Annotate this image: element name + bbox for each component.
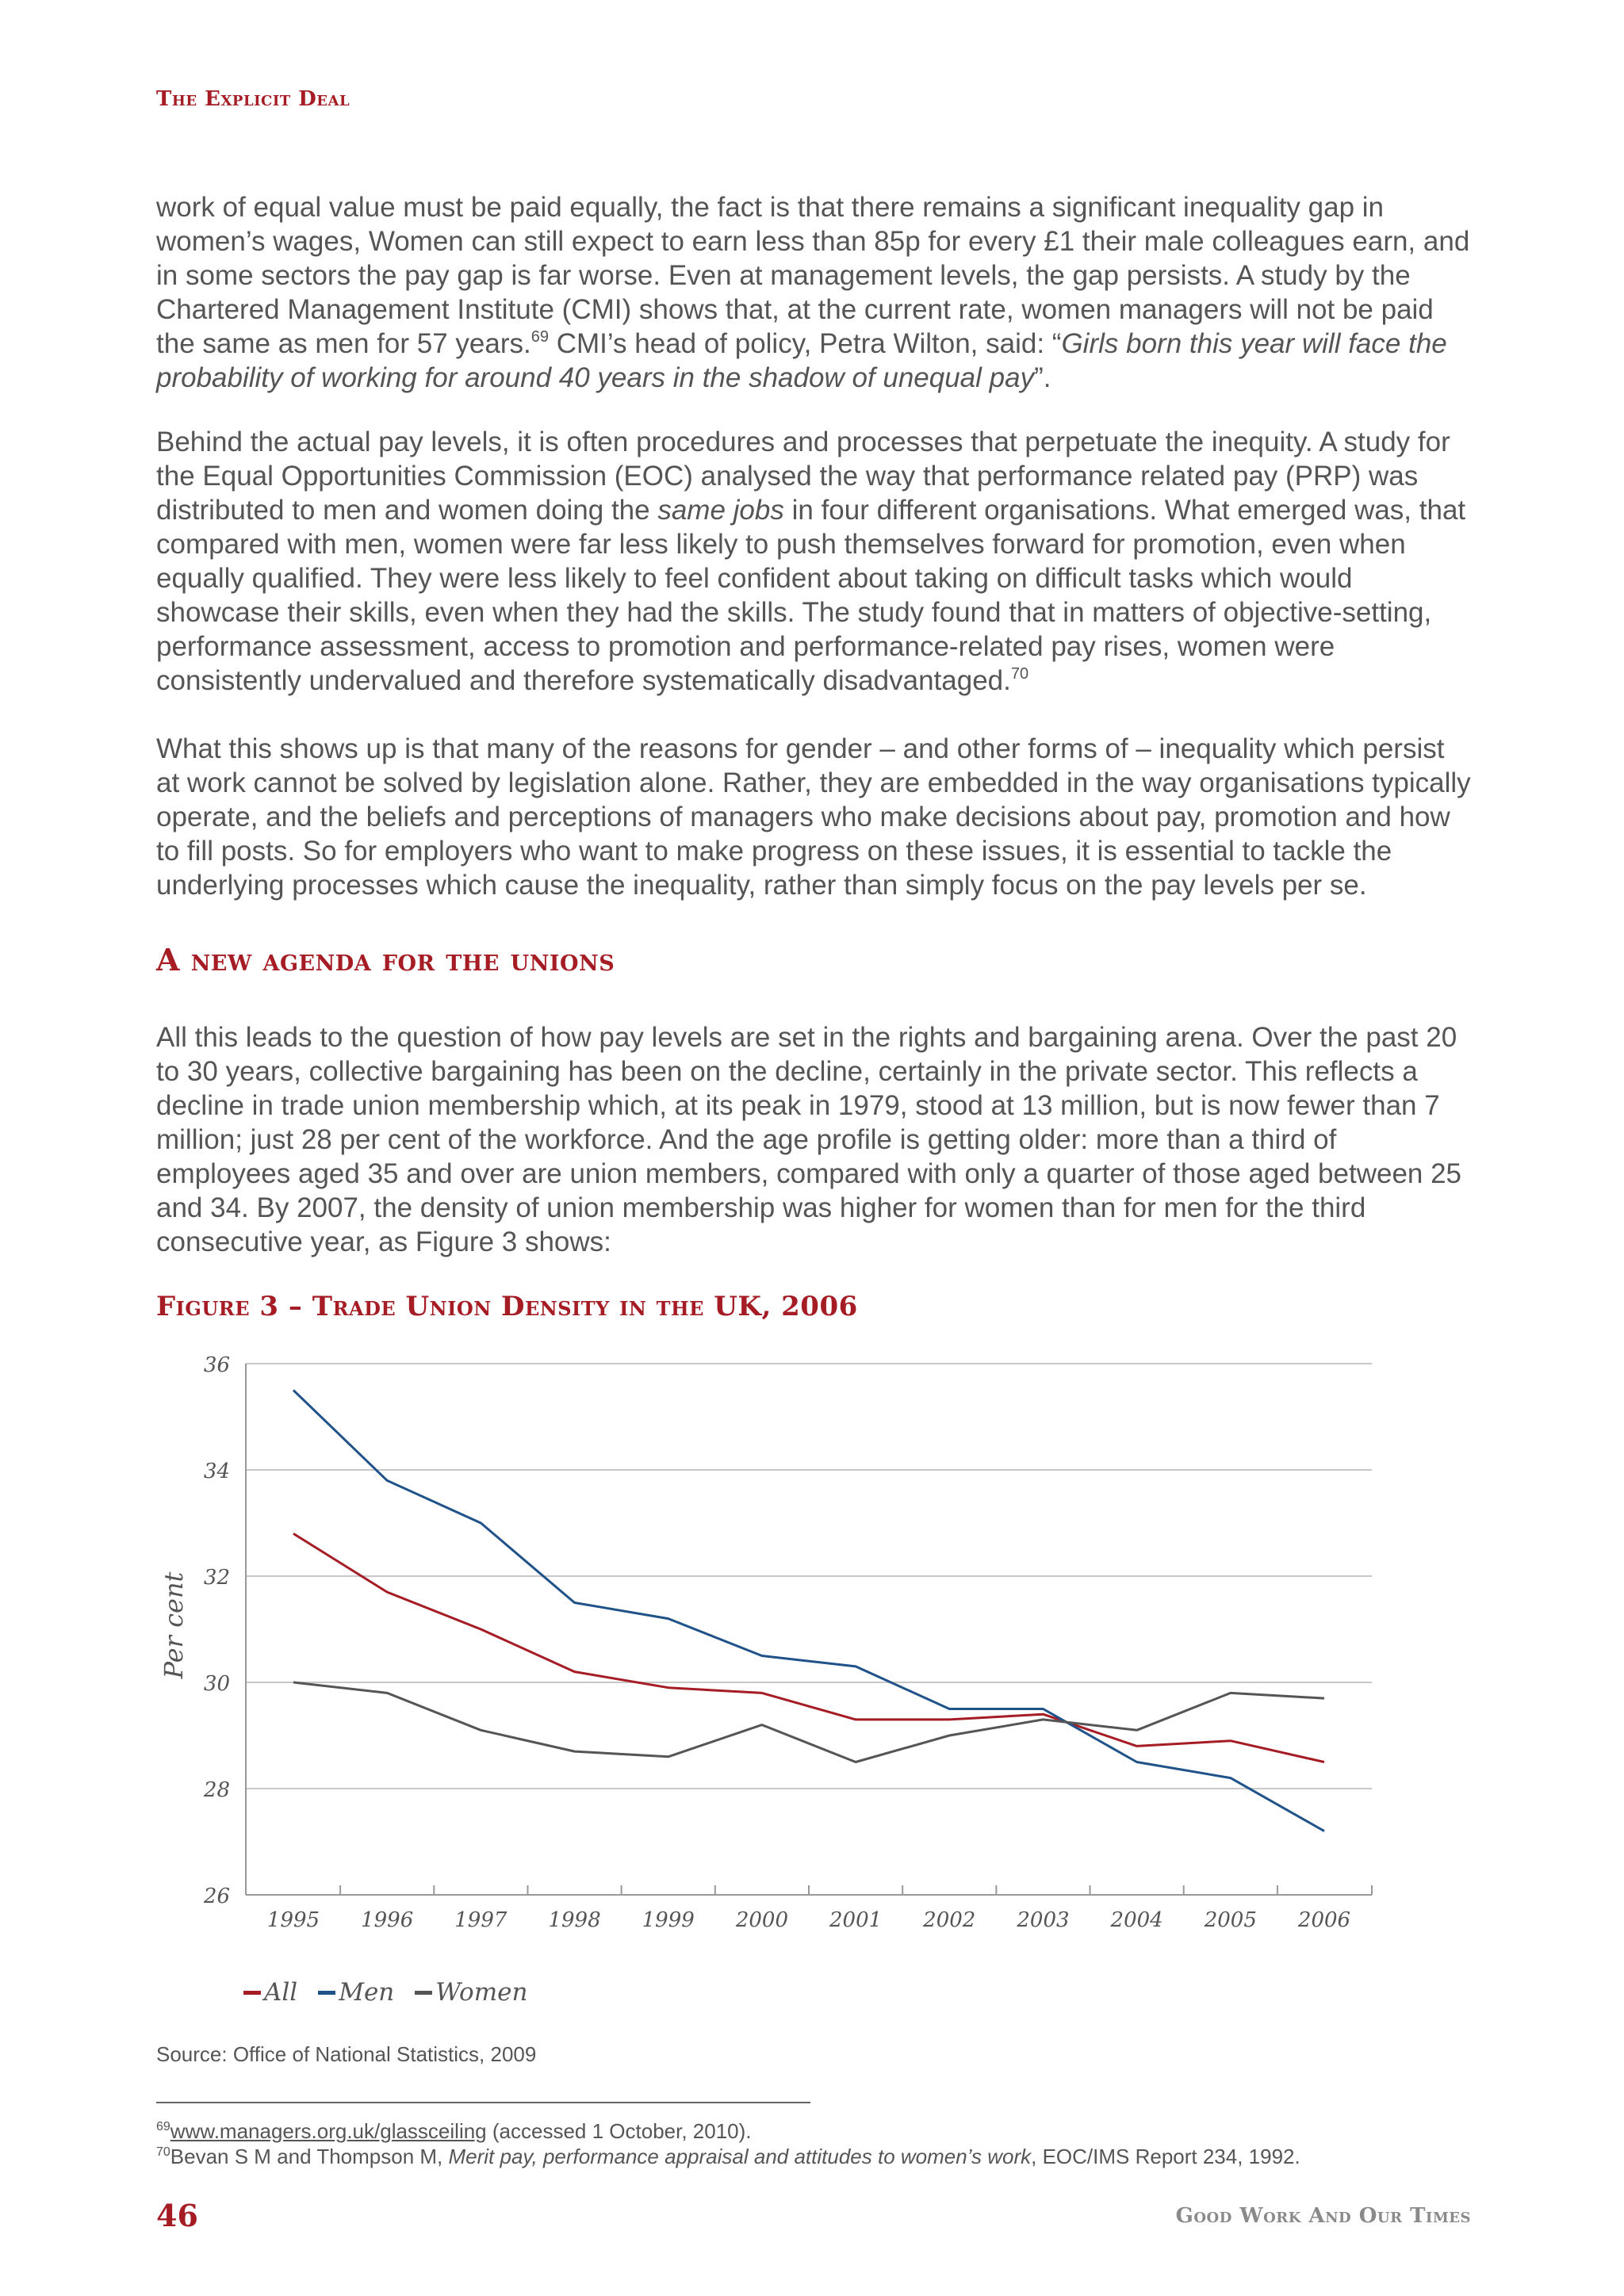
section-heading: A new agenda for the unions — [156, 942, 615, 978]
y-tick-label: 26 — [203, 1885, 230, 1908]
x-tick-label: 1998 — [548, 1908, 600, 1932]
footnote-title: Merit pay, performance appraisal and att… — [448, 2145, 1032, 2168]
x-tick-label: 2002 — [922, 1908, 975, 1932]
x-tick-label: 1997 — [454, 1908, 508, 1932]
footnote-ref-69[interactable]: 69 — [530, 328, 549, 346]
paragraph-1-text-end: ”. — [1034, 362, 1051, 393]
paragraph-1: work of equal value must be paid equally… — [156, 190, 1473, 395]
x-tick-label: 2004 — [1110, 1908, 1163, 1932]
footnote-69: 69www.managers.org.uk/glassceiling (acce… — [156, 2118, 1300, 2144]
footnote-number: 70 — [156, 2145, 170, 2159]
x-tick-label: 2003 — [1016, 1908, 1069, 1932]
y-tick-label: 32 — [204, 1566, 230, 1590]
footnote-text: Bevan S M and Thompson M, — [170, 2145, 449, 2168]
legend-label: All — [264, 1978, 298, 2007]
emphasis-same-jobs: same jobs — [657, 495, 784, 526]
legend-label: Men — [339, 1978, 395, 2007]
paragraph-4: All this leads to the question of how pa… — [156, 1020, 1473, 1259]
footnote-text: (accessed 1 October, 2010). — [486, 2119, 752, 2143]
legend-item-men: Men — [318, 1978, 394, 2007]
legend-item-women: Women — [415, 1978, 527, 2007]
paragraph-4-text: All this leads to the question of how pa… — [156, 1022, 1462, 1257]
pull-quote: Girls born this year will face the proba… — [156, 328, 1447, 393]
paragraph-3-text: What this shows up is that many of the r… — [156, 733, 1471, 901]
x-tick-label: 2000 — [735, 1908, 788, 1932]
x-tick-label: 1999 — [642, 1908, 695, 1932]
running-footer: Good Work And Our Times — [1175, 2204, 1471, 2228]
chart-axes: 26 28 30 32 34 36 1995 1996 1997 1998 1999 2000 2001… — [203, 1353, 1373, 1932]
legend-label: Women — [435, 1978, 528, 2007]
series-line-men — [292, 1389, 1325, 1832]
page-number: 46 — [156, 2198, 198, 2233]
figure-source: Source: Office of National Statistics, 2… — [156, 2042, 537, 2066]
footnote-70: 70Bevan S M and Thompson M, Merit pay, p… — [156, 2144, 1300, 2169]
x-tick-label: 2006 — [1297, 1908, 1350, 1932]
legend-swatch — [415, 1990, 433, 1995]
footnote-ref-70[interactable]: 70 — [1010, 665, 1029, 683]
legend-swatch — [318, 1990, 336, 1995]
footnote-number: 69 — [156, 2120, 170, 2133]
paragraph-2-text-cont: in four different organisations. What em… — [156, 495, 1466, 696]
x-tick-label: 1996 — [361, 1908, 413, 1932]
paragraph-2-text: Behind the actual pay levels, it is ofte… — [156, 427, 1450, 526]
footnote-link[interactable]: www.managers.org.uk/glassceiling — [170, 2119, 487, 2143]
legend-swatch — [243, 1990, 261, 1995]
figure-title: Figure 3 – Trade Union Density in the UK… — [156, 1291, 858, 1322]
y-tick-label: 28 — [203, 1778, 230, 1802]
footnotes: 69www.managers.org.uk/glassceiling (acce… — [156, 2118, 1300, 2169]
series-line-all — [293, 1533, 1325, 1763]
footnote-divider — [156, 2102, 810, 2103]
y-tick-label: 34 — [204, 1460, 230, 1483]
paragraph-2: Behind the actual pay levels, it is ofte… — [156, 425, 1473, 698]
footnote-text-end: , EOC/IMS Report 234, 1992. — [1031, 2145, 1300, 2168]
paragraph-3: What this shows up is that many of the r… — [156, 732, 1473, 902]
x-tick-label: 2001 — [829, 1908, 882, 1932]
chart-gridlines — [246, 1363, 1372, 1789]
trade-union-density-chart: 26 28 30 32 34 36 1995 1996 1997 1998 1999 2000 2001… — [159, 1353, 1373, 1932]
y-tick-label: 30 — [204, 1672, 230, 1696]
chart-legend: All Men Women — [243, 1978, 527, 2007]
x-tick-label: 1995 — [267, 1908, 320, 1932]
y-tick-label: 36 — [204, 1353, 230, 1377]
legend-item-all: All — [243, 1978, 297, 2007]
x-tick-label: 2005 — [1204, 1908, 1257, 1932]
paragraph-1-text: work of equal value must be paid equally… — [156, 192, 1470, 359]
chart-series — [292, 1389, 1325, 1832]
paragraph-1-text-cont: CMI’s head of policy, Petra Wilton, said… — [548, 328, 1062, 359]
y-axis-title: Per cent — [159, 1571, 189, 1679]
running-header: The Explicit Deal — [156, 87, 350, 111]
series-line-women — [293, 1681, 1325, 1763]
